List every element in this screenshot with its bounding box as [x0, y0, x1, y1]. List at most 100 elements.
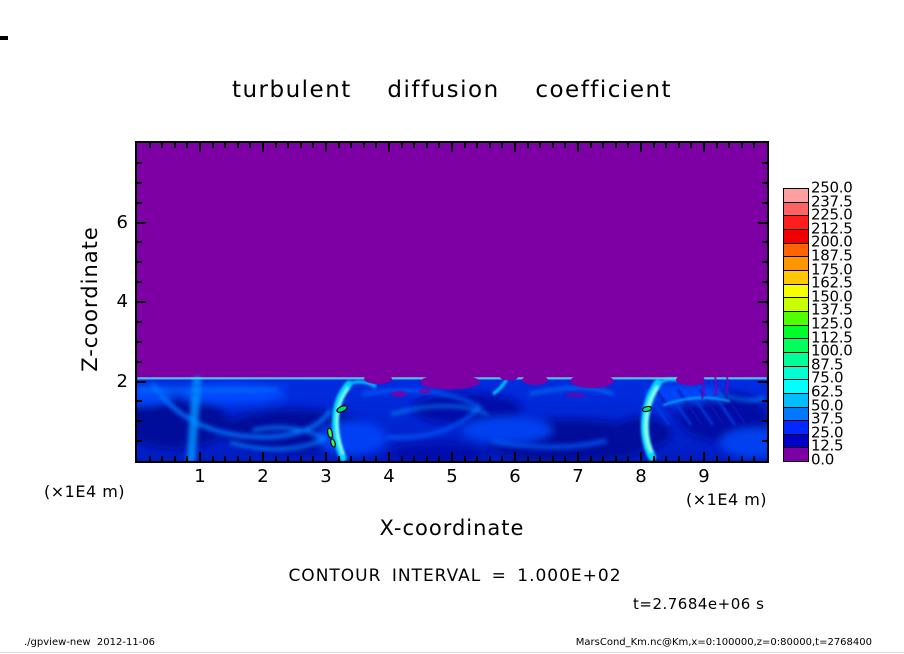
axis-tick — [425, 456, 428, 461]
colorbar-label: 112.5 — [811, 328, 853, 347]
x-tick-label: 5 — [446, 466, 458, 487]
axis-tick — [539, 143, 542, 148]
axis-tick — [665, 456, 668, 461]
axis-tick — [362, 143, 365, 148]
colorbar-segment — [784, 269, 808, 284]
axis-tick — [526, 456, 529, 461]
axis-tick — [652, 143, 655, 148]
axis-tick — [148, 143, 151, 148]
x-tick-label: 9 — [698, 466, 710, 487]
axis-tick — [501, 143, 504, 148]
axis-tick — [602, 456, 605, 461]
axis-tick — [137, 420, 142, 423]
x-tick-label: 8 — [635, 466, 647, 487]
left-edge-artifact — [0, 36, 8, 40]
axis-tick — [476, 143, 479, 148]
axis-tick — [161, 456, 164, 461]
interface-dips — [364, 373, 729, 400]
axis-tick — [337, 456, 340, 461]
plot-area — [135, 141, 769, 463]
colorbar-label: 25.0 — [811, 423, 844, 442]
axis-tick — [274, 456, 277, 461]
colorbar-label: 187.5 — [811, 246, 853, 265]
colorbar-segment — [784, 256, 808, 270]
contour-field — [137, 143, 767, 461]
axis-tick — [539, 456, 542, 461]
colorbar-label: 212.5 — [811, 219, 853, 238]
axis-tick — [728, 143, 731, 148]
axis-tick — [715, 456, 718, 461]
axis-tick — [703, 143, 705, 152]
axis-tick — [762, 281, 767, 284]
axis-tick — [589, 143, 592, 148]
colorbar-label: 175.0 — [811, 260, 853, 279]
axis-tick — [501, 456, 504, 461]
axis-tick — [677, 143, 680, 148]
axis-tick — [665, 143, 668, 148]
axis-tick — [161, 143, 164, 148]
axis-tick — [762, 420, 767, 423]
axis-tick — [627, 456, 630, 461]
axis-tick — [186, 143, 189, 148]
axis-tick — [762, 161, 767, 164]
axis-tick — [236, 456, 239, 461]
axis-tick — [438, 456, 441, 461]
axis-tick — [762, 241, 767, 244]
axis-tick — [589, 456, 592, 461]
axis-tick — [425, 143, 428, 148]
axis-tick — [137, 380, 146, 383]
axis-tick — [137, 440, 142, 443]
axis-tick — [762, 400, 767, 403]
axis-tick — [211, 143, 214, 148]
colorbar-label: 137.5 — [811, 300, 853, 319]
axis-tick — [350, 143, 353, 148]
axis-tick — [199, 143, 201, 152]
colorbar-segment — [784, 189, 808, 202]
y-tick-label: 2 — [116, 370, 128, 392]
axis-tick — [299, 456, 302, 461]
plume-mid — [492, 378, 509, 396]
colorbar-segment — [784, 447, 808, 462]
y-tick-label: 6 — [116, 211, 128, 233]
x-unit-label-right: (×1E4 m) — [686, 490, 768, 509]
axis-tick — [703, 452, 705, 461]
x-tick-label: 2 — [257, 466, 269, 487]
axis-tick — [388, 452, 390, 461]
axis-tick — [740, 143, 743, 148]
axis-tick — [762, 340, 767, 343]
axis-tick — [287, 143, 290, 148]
axis-tick — [577, 452, 579, 461]
axis-tick — [249, 143, 252, 148]
axis-tick — [740, 456, 743, 461]
axis-tick — [262, 143, 264, 152]
axis-tick — [137, 201, 142, 204]
axis-tick — [476, 456, 479, 461]
axis-tick — [677, 456, 680, 461]
colorbar-segment — [784, 433, 808, 448]
colorbar-segment — [784, 406, 808, 421]
x-unit-label-left: (×1E4 m) — [44, 482, 126, 501]
axis-tick — [690, 456, 693, 461]
axis-tick — [186, 456, 189, 461]
axis-tick — [551, 456, 554, 461]
axis-tick — [325, 452, 327, 461]
axis-tick — [224, 456, 227, 461]
colorbar-segment — [784, 201, 808, 216]
axis-tick — [758, 221, 767, 224]
boundary-layer — [137, 376, 767, 461]
axis-tick — [173, 143, 176, 148]
footer-data-source: MarsCond_Km.nc@Km,x=0:100000,z=0:80000,t… — [575, 637, 872, 648]
x-tick-label: 3 — [320, 466, 332, 487]
axis-tick — [211, 456, 214, 461]
axis-tick — [249, 456, 252, 461]
axis-tick — [413, 143, 416, 148]
axis-tick — [627, 143, 630, 148]
footer-command-line: ./gpview-new 2012-11-06 — [24, 637, 156, 648]
axis-tick — [299, 143, 302, 148]
colorbar-segment — [784, 392, 808, 407]
axis-tick — [690, 143, 693, 148]
colorbar-label: 225.0 — [811, 205, 853, 224]
colorbar-label: 250.0 — [811, 178, 853, 197]
axis-tick — [137, 261, 142, 264]
axis-tick — [350, 456, 353, 461]
